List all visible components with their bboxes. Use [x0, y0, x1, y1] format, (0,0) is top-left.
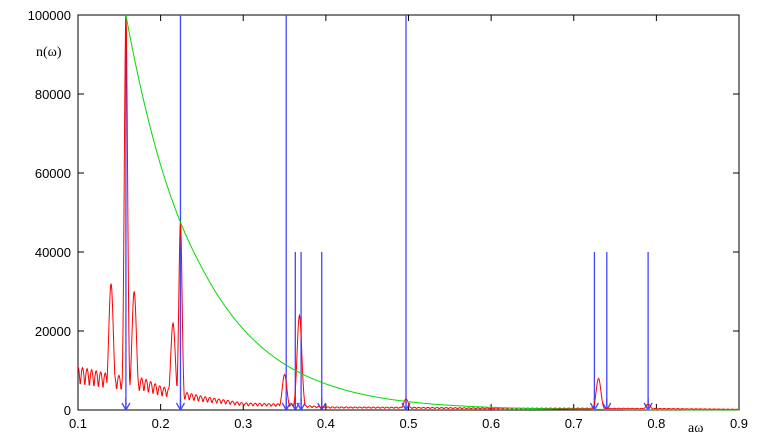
x-tick-label: 0.8 [647, 416, 665, 431]
spectrum-series-line [77, 14, 740, 410]
x-tick-label: 0.1 [69, 416, 87, 431]
x-tick-label: 0.6 [482, 416, 500, 431]
x-axis-label: aω [688, 421, 703, 436]
envelope-series-line [125, 14, 739, 411]
x-axis-ticks: 0.1 0.2 0.3 0.4 0.5 0.6 0.7 0.8 0.9 [69, 15, 748, 431]
y-tick-label: 60000 [35, 166, 71, 181]
y-axis-label: n(ω) [36, 45, 62, 60]
bottom-arrows [121, 398, 653, 412]
arrow-head [317, 402, 327, 412]
x-tick-label: 0.3 [234, 416, 252, 431]
arrow-head [296, 402, 306, 412]
arrow-head [602, 402, 612, 412]
y-tick-label: 40000 [35, 245, 71, 260]
arrow-head [175, 402, 186, 412]
arrow-head [121, 402, 131, 412]
y-axis-ticks: 0 20000 40000 60000 80000 100000 [28, 8, 739, 418]
x-tick-label: 0.5 [399, 416, 417, 431]
arrow-head [589, 402, 599, 412]
y-tick-label: 20000 [35, 324, 71, 339]
y-tick-label: 0 [64, 403, 71, 418]
y-tick-label: 100000 [28, 8, 71, 23]
x-tick-label: 0.7 [565, 416, 583, 431]
x-tick-label: 0.9 [730, 416, 748, 431]
x-tick-label: 0.2 [152, 416, 170, 431]
y-tick-label: 80000 [35, 87, 71, 102]
x-tick-label: 0.4 [317, 416, 335, 431]
vertical-lines [125, 15, 649, 410]
